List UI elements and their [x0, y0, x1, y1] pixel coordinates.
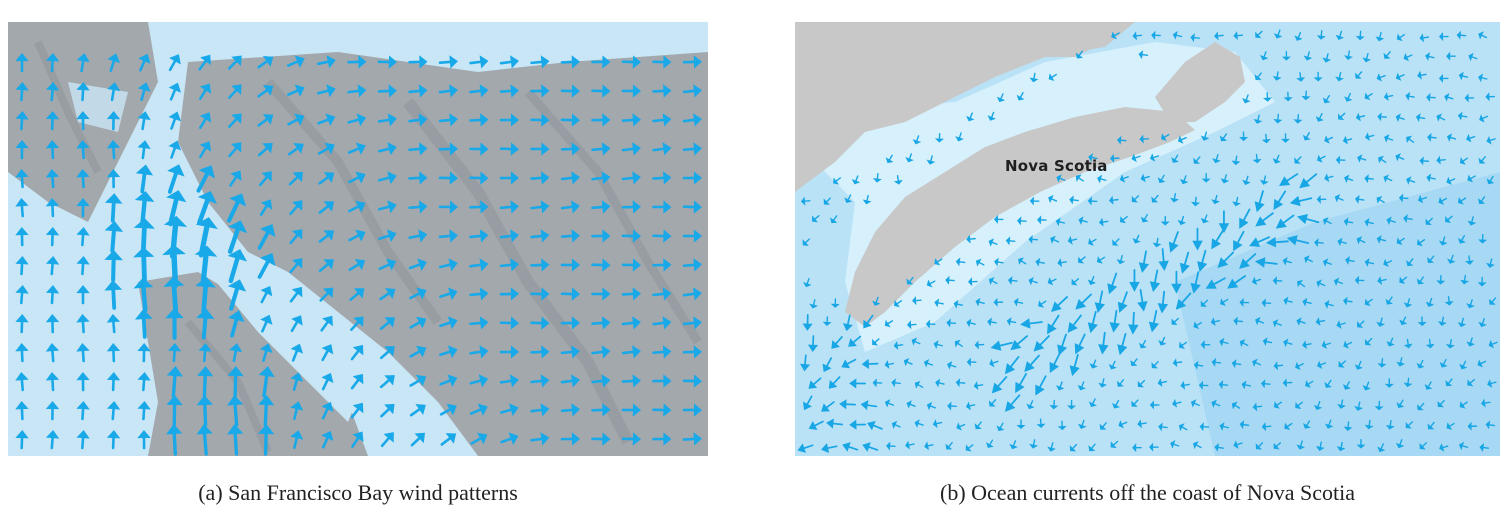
- wind-arrow: [107, 372, 120, 390]
- wind-arrow: [168, 112, 181, 129]
- wind-arrow: [76, 430, 89, 448]
- ocean-current-map-panel: Nova Scotia: [795, 22, 1500, 456]
- wind-arrow: [137, 372, 150, 390]
- wind-arrow: [169, 83, 181, 100]
- wind-arrow: [76, 227, 89, 245]
- wind-arrow: [15, 285, 28, 303]
- wind-arrow: [442, 433, 456, 444]
- caption-ocean-currents: (b) Ocean currents off the coast of Nova…: [795, 480, 1500, 506]
- wind-arrow: [76, 343, 89, 361]
- caption-wind-patterns: (a) San Francisco Bay wind patterns: [8, 480, 708, 506]
- wind-arrow: [46, 314, 59, 332]
- current-arrow: [1132, 31, 1141, 40]
- wind-arrow: [46, 372, 59, 390]
- wind-arrow: [15, 256, 28, 274]
- wind-arrow: [107, 430, 120, 448]
- wind-arrow: [107, 343, 120, 361]
- wind-arrow: [104, 280, 122, 308]
- wind-arrow: [133, 247, 154, 283]
- wind-arrow: [46, 430, 59, 448]
- wind-arrow: [76, 314, 89, 332]
- wind-arrow: [107, 314, 120, 332]
- wind-arrow: [46, 401, 59, 419]
- wind-arrow: [15, 343, 28, 361]
- wind-arrow: [76, 372, 89, 390]
- wind-arrow: [137, 140, 150, 158]
- wind-arrow: [105, 193, 123, 220]
- wind-arrow: [167, 164, 184, 192]
- current-arrow: [1233, 31, 1242, 40]
- wind-arrow: [104, 250, 123, 280]
- wind-arrow: [412, 433, 425, 445]
- wind-arrow: [382, 432, 394, 446]
- wind-arrow: [107, 401, 120, 419]
- wind-arrow: [76, 401, 89, 419]
- wind-arrow: [15, 401, 28, 419]
- wind-map-panel: [8, 22, 708, 456]
- wind-arrow: [381, 375, 395, 387]
- wind-arrow: [169, 54, 181, 70]
- wind-arrow: [15, 227, 28, 245]
- wind-arrow: [46, 256, 59, 274]
- wind-arrow: [440, 55, 458, 68]
- wind-arrow: [501, 55, 519, 68]
- wind-arrow: [135, 191, 155, 223]
- wind-arrow: [15, 314, 28, 332]
- nova-scotia-label: Nova Scotia: [1005, 157, 1108, 175]
- wind-arrow: [137, 401, 150, 419]
- current-arrow: [1173, 31, 1182, 40]
- wind-arrow: [15, 198, 28, 216]
- wind-arrow: [46, 285, 59, 303]
- wind-arrow: [15, 372, 28, 390]
- wind-arrow: [46, 227, 59, 245]
- wind-arrow: [411, 404, 426, 415]
- wind-arrow: [105, 221, 124, 251]
- current-arrow: [1214, 31, 1223, 40]
- wind-arrow: [76, 285, 89, 303]
- wind-map: [8, 22, 708, 456]
- wind-arrow: [76, 256, 89, 274]
- wind-arrow: [46, 343, 59, 361]
- wind-arrow: [471, 55, 489, 68]
- wind-arrow: [381, 404, 394, 416]
- ocean-current-map: [795, 22, 1500, 456]
- current-arrow: [1151, 31, 1160, 40]
- current-arrow: [1190, 33, 1199, 42]
- wind-arrow: [137, 430, 150, 448]
- wind-arrow: [136, 164, 153, 191]
- wind-arrow: [15, 430, 28, 448]
